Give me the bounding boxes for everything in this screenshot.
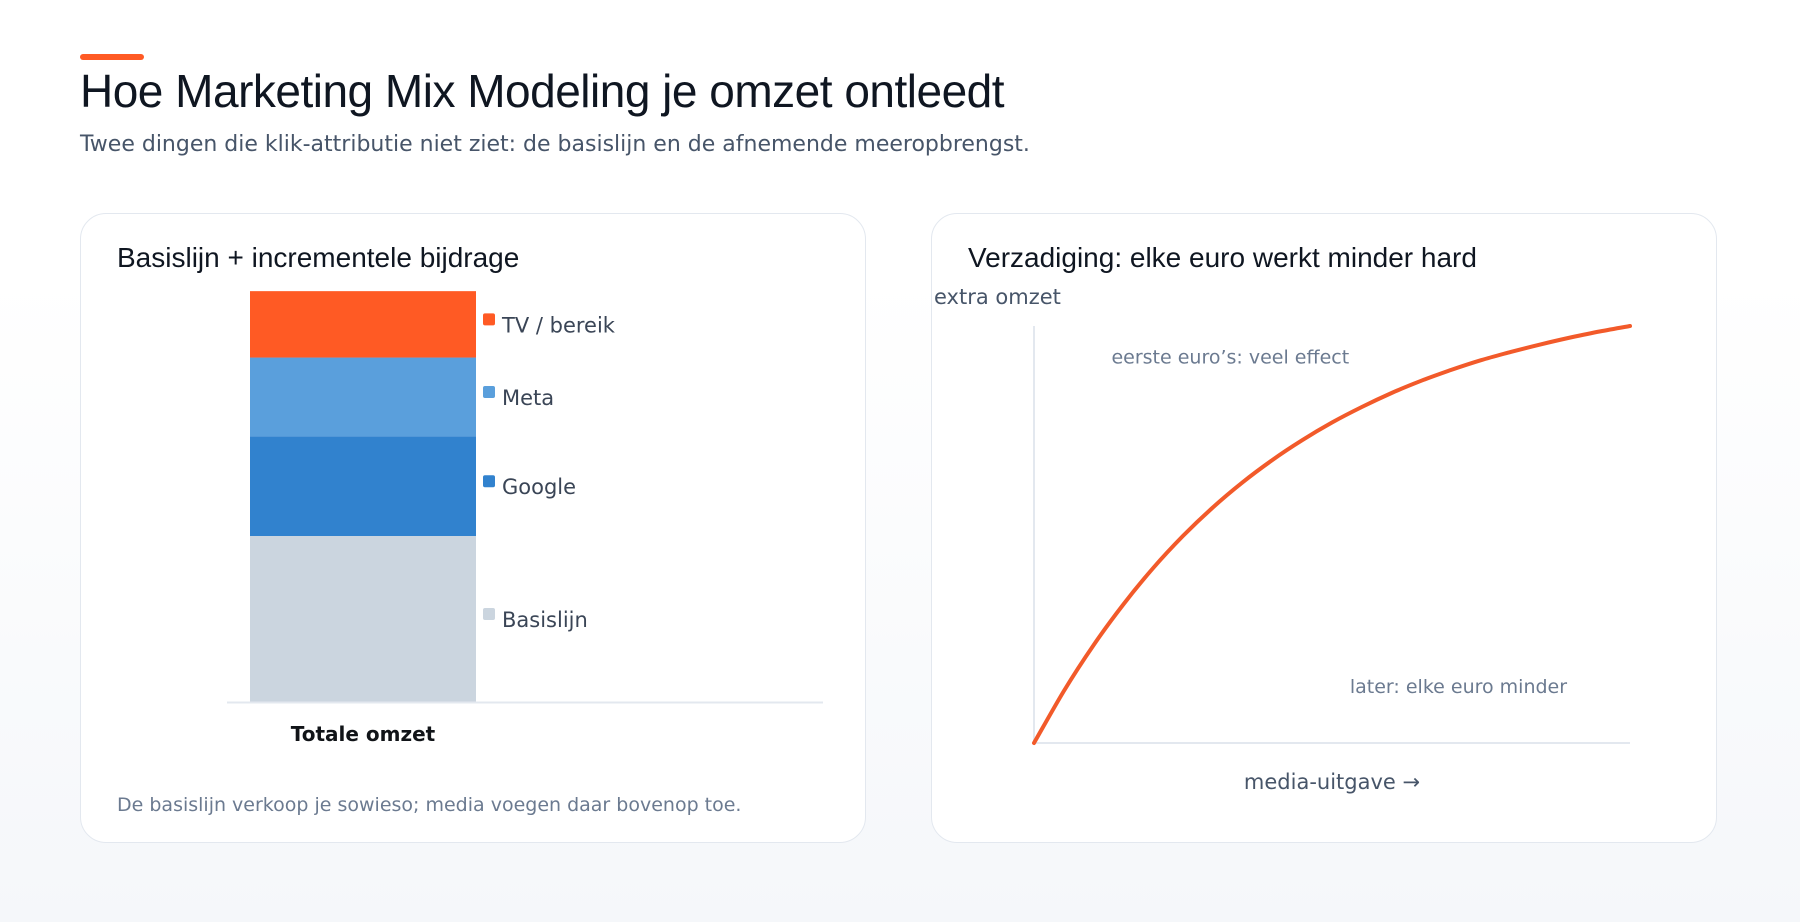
- bar-segment-meta: [250, 357, 476, 437]
- bar-segment-tv-bereik: [250, 291, 476, 358]
- saturation-line-chart: extra omzet media-uitgave → eerste euro’…: [934, 285, 1632, 794]
- legend-swatch-basislijn: [483, 608, 495, 620]
- baseline-card: Basislijn + incrementele bijdrage Basisl…: [80, 213, 866, 843]
- legend-label-meta: Meta: [502, 386, 554, 410]
- stacked-bar-chart: Basislijn Google Meta TV / bereik Totale om…: [227, 291, 823, 746]
- legend-label-tv-bereik: TV / bereik: [501, 313, 616, 337]
- saturation-card-title: Verzadiging: elke euro werkt minder hard: [968, 242, 1477, 273]
- curve-x-label: media-uitgave →: [1244, 770, 1420, 794]
- baseline-footnote: De basislijn verkoop je sowieso; media v…: [117, 794, 742, 816]
- bar-segment-google: [250, 436, 476, 536]
- saturation-curve: [1032, 324, 1632, 745]
- curve-y-label: extra omzet: [934, 285, 1061, 309]
- bar-segment-basislijn: [250, 536, 476, 702]
- page-subtitle: Twee dingen die klik-attributie niet zie…: [80, 132, 1030, 157]
- curve-annotation-2: later: elke euro minder: [1350, 676, 1567, 698]
- title-accent-bar: [80, 54, 144, 60]
- curve-annotation-1: eerste euro’s: veel effect: [1111, 347, 1349, 369]
- legend-swatch-tv-bereik: [483, 313, 495, 326]
- legend-swatch-google: [483, 475, 495, 488]
- page-title: Hoe Marketing Mix Modeling je omzet ontl…: [80, 65, 1005, 117]
- saturation-card: Verzadiging: elke euro werkt minder hard…: [931, 213, 1717, 843]
- legend-swatch-meta: [483, 385, 495, 398]
- legend-label-basislijn: Basislijn: [502, 608, 588, 632]
- baseline-card-title: Basislijn + incrementele bijdrage: [117, 242, 520, 273]
- category-label: Totale omzet: [291, 722, 436, 746]
- legend-label-google: Google: [502, 475, 576, 499]
